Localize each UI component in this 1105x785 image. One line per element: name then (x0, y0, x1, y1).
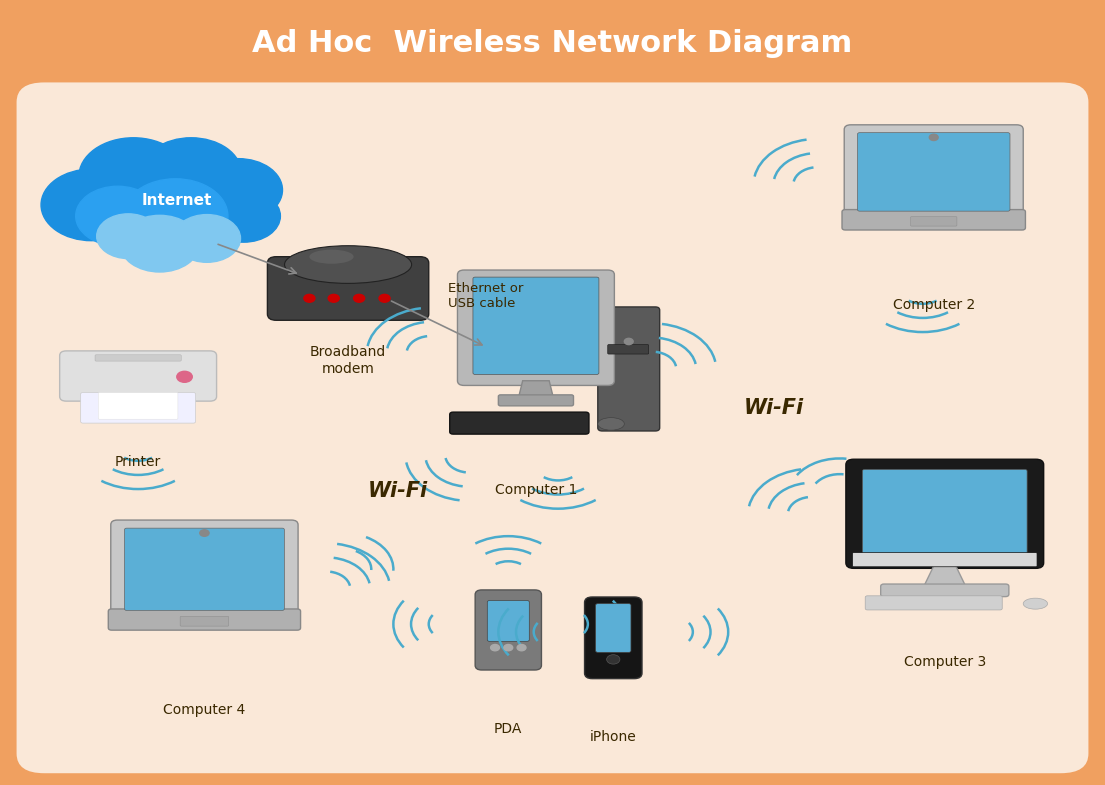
Text: PDA: PDA (494, 722, 523, 736)
FancyBboxPatch shape (108, 609, 301, 630)
FancyBboxPatch shape (585, 597, 642, 678)
Text: iPhone: iPhone (590, 730, 636, 744)
Text: Printer: Printer (115, 455, 161, 469)
Text: Computer 3: Computer 3 (904, 655, 986, 670)
Text: Computer 1: Computer 1 (495, 483, 577, 497)
FancyBboxPatch shape (862, 469, 1028, 558)
FancyBboxPatch shape (457, 270, 614, 385)
Ellipse shape (1023, 598, 1048, 609)
Circle shape (41, 169, 141, 241)
FancyBboxPatch shape (180, 616, 229, 626)
FancyBboxPatch shape (60, 351, 217, 401)
Text: Internet: Internet (141, 192, 212, 208)
Circle shape (97, 214, 160, 258)
Circle shape (207, 190, 281, 243)
FancyBboxPatch shape (881, 584, 1009, 597)
FancyBboxPatch shape (450, 412, 589, 434)
Circle shape (607, 655, 620, 664)
FancyBboxPatch shape (857, 133, 1010, 211)
Circle shape (76, 186, 160, 246)
Circle shape (200, 530, 209, 536)
Circle shape (491, 644, 499, 651)
FancyBboxPatch shape (473, 277, 599, 374)
FancyBboxPatch shape (596, 604, 631, 652)
Circle shape (123, 179, 228, 254)
FancyBboxPatch shape (475, 590, 541, 670)
Circle shape (929, 134, 938, 141)
Circle shape (624, 338, 633, 345)
FancyBboxPatch shape (865, 596, 1002, 610)
Circle shape (194, 159, 283, 221)
Text: Wi-Fi: Wi-Fi (368, 480, 428, 501)
Text: Ad Hoc  Wireless Network Diagram: Ad Hoc Wireless Network Diagram (252, 29, 853, 57)
FancyBboxPatch shape (487, 601, 529, 641)
FancyBboxPatch shape (846, 459, 1043, 568)
Circle shape (173, 214, 241, 262)
FancyBboxPatch shape (125, 528, 284, 611)
FancyBboxPatch shape (853, 553, 1036, 567)
Circle shape (78, 138, 188, 215)
Polygon shape (923, 566, 967, 589)
FancyBboxPatch shape (598, 307, 660, 431)
FancyBboxPatch shape (844, 125, 1023, 221)
Circle shape (517, 644, 526, 651)
FancyBboxPatch shape (498, 395, 573, 406)
FancyBboxPatch shape (95, 355, 181, 361)
Circle shape (354, 294, 365, 302)
Text: Computer 2: Computer 2 (893, 298, 975, 312)
Circle shape (379, 294, 390, 302)
Circle shape (140, 138, 242, 210)
Circle shape (328, 294, 339, 302)
FancyBboxPatch shape (17, 82, 1088, 773)
FancyBboxPatch shape (267, 257, 429, 320)
Text: Wi-Fi: Wi-Fi (744, 398, 803, 418)
Polygon shape (518, 381, 554, 399)
Circle shape (119, 215, 200, 272)
Ellipse shape (598, 418, 624, 430)
Text: Broadband
modem: Broadband modem (309, 345, 387, 375)
Ellipse shape (284, 246, 412, 283)
Circle shape (177, 371, 192, 382)
FancyBboxPatch shape (110, 520, 298, 620)
FancyBboxPatch shape (842, 210, 1025, 230)
FancyBboxPatch shape (81, 392, 196, 423)
FancyBboxPatch shape (98, 392, 178, 419)
FancyBboxPatch shape (608, 345, 649, 354)
Circle shape (504, 644, 513, 651)
Text: Computer 4: Computer 4 (164, 703, 245, 717)
FancyBboxPatch shape (911, 217, 957, 226)
Text: Ethernet or
USB cable: Ethernet or USB cable (448, 282, 523, 310)
Ellipse shape (309, 250, 354, 264)
Circle shape (304, 294, 315, 302)
